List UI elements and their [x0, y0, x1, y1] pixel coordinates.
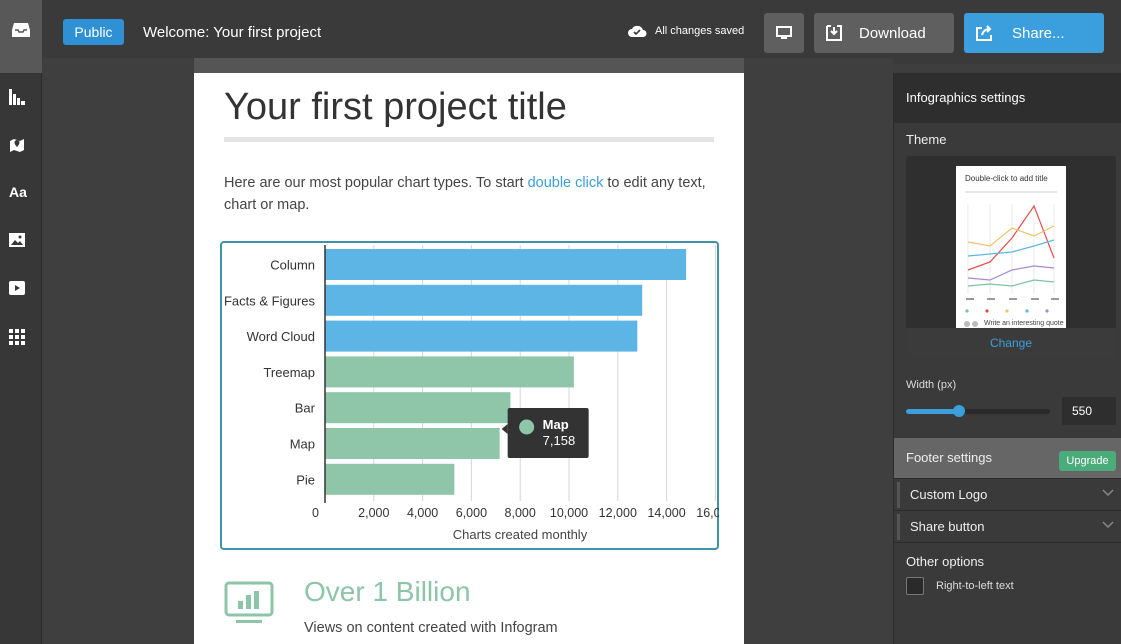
theme-line-chart-thumbnail: [964, 191, 1059, 327]
bar[interactable]: [325, 428, 500, 459]
tooltip-value: 7,158: [543, 433, 576, 448]
grid-icon[interactable]: [9, 329, 27, 347]
infographic-page: Your first project title Here are our mo…: [194, 73, 744, 644]
monitor-chart-icon: [224, 581, 274, 630]
panel-title: Infographics settings: [894, 73, 1121, 123]
width-slider-handle[interactable]: [953, 405, 966, 417]
width-label: Width (px): [906, 379, 957, 391]
inbox-icon: [12, 23, 30, 37]
tick-label: 14,000: [647, 506, 685, 520]
preview-button[interactable]: [764, 13, 804, 53]
share-label: Share...: [1012, 24, 1065, 42]
double-click-link[interactable]: double click: [527, 175, 604, 191]
stat-caption[interactable]: Views on content created with Infogram: [304, 620, 558, 636]
category-label: Facts & Figures: [224, 293, 316, 308]
chevron-down-icon: [1102, 489, 1114, 497]
share-icon: [976, 25, 992, 41]
bar[interactable]: [325, 356, 574, 388]
category-label: Bar: [295, 401, 316, 416]
category-label: Treemap: [263, 365, 315, 380]
settings-panel: Infographics settings Theme Double-click…: [893, 73, 1121, 644]
save-status: All changes saved: [627, 24, 744, 38]
monitor-icon: [776, 26, 792, 39]
tick-label: 8,000: [505, 506, 536, 520]
bar[interactable]: [325, 463, 455, 495]
tick-label: 0: [312, 506, 319, 520]
tick-label: 12,000: [599, 506, 637, 520]
bar-chart[interactable]: Column Facts & Figures Word Cloud Treemap Ba…: [220, 241, 719, 550]
bar-chart-svg: Column Facts & Figures Word Cloud Treemap Ba…: [224, 245, 719, 542]
bar[interactable]: [325, 392, 511, 424]
tick-label: 10,000: [550, 506, 588, 520]
width-input[interactable]: 550: [1062, 397, 1116, 425]
theme-label: Theme: [906, 132, 947, 147]
theme-preview-title: Double-click to add title: [965, 174, 1048, 183]
theme-preview-quote: Write an interesting quote: [984, 320, 1064, 327]
tick-label: 6,000: [456, 506, 487, 520]
share-button[interactable]: Share...: [964, 13, 1104, 53]
save-status-label: All changes saved: [655, 25, 745, 37]
panel-divider: [894, 542, 1121, 543]
category-label: Map: [290, 437, 315, 452]
share-button-setting-label: Share button: [910, 519, 985, 534]
tooltip-pointer: [501, 424, 508, 434]
intro-text-end: to edit any text, chart or map.: [224, 175, 706, 213]
width-slider[interactable]: [906, 405, 1050, 417]
custom-logo-label: Custom Logo: [910, 487, 988, 502]
chevron-down-icon: [1102, 521, 1114, 529]
library-button[interactable]: [0, 0, 42, 73]
theme-preview-box[interactable]: Double-click to add title Write an inter…: [906, 156, 1116, 358]
tick-label: 2,000: [358, 506, 389, 520]
intro-text-start: Here are our most popular chart types. T…: [224, 175, 528, 191]
download-button[interactable]: Download: [814, 13, 954, 53]
cloud-check-icon: [628, 25, 647, 37]
bar[interactable]: [325, 320, 638, 352]
text-icon[interactable]: Aa: [9, 184, 27, 200]
top-bar: Public Welcome: Your first project All c…: [0, 0, 1121, 73]
theme-preview[interactable]: Double-click to add title Write an inter…: [956, 166, 1066, 328]
tooltip-swatch: [519, 419, 535, 435]
left-toolbar: Aa: [0, 73, 42, 644]
footer-settings[interactable]: Footer settings Upgrade: [894, 438, 1121, 478]
custom-logo-row[interactable]: Custom Logo: [894, 478, 1121, 510]
footer-settings-label: Footer settings: [906, 450, 992, 465]
category-label: Column: [270, 258, 315, 273]
x-axis-label: Charts created monthly: [453, 527, 588, 542]
intro-text[interactable]: Here are our most popular chart types. T…: [224, 172, 718, 216]
title-divider: [224, 137, 714, 142]
category-label: Pie: [296, 472, 315, 487]
bar[interactable]: [325, 284, 643, 316]
category-label: Word Cloud: [247, 329, 315, 344]
other-options-label: Other options: [906, 554, 985, 569]
tooltip-label: Map: [543, 417, 569, 432]
page-title[interactable]: Your first project title: [224, 86, 567, 128]
rtl-label: Right-to-left text: [936, 580, 1014, 592]
upgrade-button[interactable]: Upgrade: [1059, 451, 1116, 471]
image-icon[interactable]: [9, 233, 27, 251]
video-icon[interactable]: [9, 281, 27, 299]
width-slider-fill: [906, 409, 960, 414]
download-icon: [826, 25, 842, 41]
change-theme-button[interactable]: Change: [956, 328, 1066, 358]
download-label: Download: [859, 24, 926, 42]
chart-icon[interactable]: [9, 89, 27, 107]
rtl-checkbox[interactable]: [906, 577, 924, 595]
map-icon[interactable]: [9, 137, 27, 155]
share-button-row[interactable]: Share button: [894, 510, 1121, 542]
stat-value[interactable]: Over 1 Billion: [304, 576, 471, 607]
page-top-strip: [194, 58, 744, 73]
bar[interactable]: [325, 249, 687, 280]
tick-label: 4,000: [407, 506, 438, 520]
project-title[interactable]: Welcome: Your first project: [143, 24, 322, 41]
tick-label: 16,000: [696, 506, 719, 520]
public-badge[interactable]: Public: [63, 19, 124, 45]
